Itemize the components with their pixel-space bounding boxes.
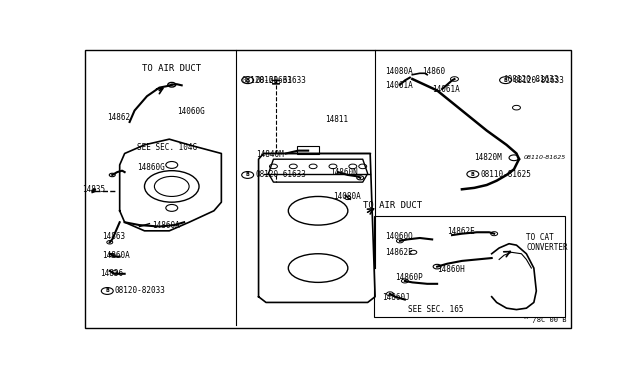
Text: 14061A: 14061A: [385, 81, 413, 90]
Text: ^ /8C 00 B: ^ /8C 00 B: [524, 317, 566, 323]
Text: 08120-61633: 08120-61633: [255, 170, 306, 179]
Text: B: B: [246, 78, 250, 83]
Text: 14840M: 14840M: [256, 150, 284, 158]
Text: 14860P: 14860P: [395, 273, 422, 282]
FancyBboxPatch shape: [297, 146, 319, 154]
Text: 08120-81633: 08120-81633: [513, 76, 564, 85]
Text: TO CAT
CONVERTER: TO CAT CONVERTER: [527, 232, 568, 252]
Text: 14080A: 14080A: [385, 67, 413, 76]
Text: B: B: [471, 171, 475, 177]
Text: 14061A: 14061A: [432, 84, 460, 93]
Text: 14820M: 14820M: [474, 153, 502, 162]
Text: B: B: [504, 78, 508, 83]
Text: 14860A: 14860A: [152, 221, 180, 230]
Text: TO AIR DUCT: TO AIR DUCT: [142, 64, 202, 73]
Text: 14836: 14836: [100, 269, 123, 278]
Text: °08120-81633: °08120-81633: [504, 74, 559, 83]
FancyBboxPatch shape: [374, 216, 564, 317]
Text: 14860: 14860: [422, 67, 445, 76]
Text: 14863: 14863: [102, 232, 125, 241]
Text: 14862E: 14862E: [385, 248, 413, 257]
Text: 08120-61633: 08120-61633: [241, 76, 292, 85]
Text: 14811: 14811: [326, 115, 349, 124]
Text: 08120-82033: 08120-82033: [115, 286, 166, 295]
Text: 14860J: 14860J: [383, 293, 410, 302]
Text: 14835: 14835: [83, 185, 106, 194]
Text: TO AIR DUCT: TO AIR DUCT: [363, 201, 422, 209]
Text: B: B: [246, 173, 250, 177]
Text: SEE SEC. 104G: SEE SEC. 104G: [137, 143, 197, 152]
Text: 14860G: 14860G: [137, 163, 164, 172]
Text: 14860N: 14860N: [330, 168, 358, 177]
Text: 14080A: 14080A: [333, 192, 361, 201]
Text: B: B: [106, 288, 109, 294]
Text: 14862E: 14862E: [447, 227, 475, 236]
Text: 14060Q: 14060Q: [385, 232, 413, 241]
Text: 14860H: 14860H: [437, 265, 465, 274]
Text: 14862: 14862: [108, 113, 131, 122]
Text: 08120-61633: 08120-61633: [255, 76, 306, 85]
Text: 08110-81625: 08110-81625: [480, 170, 531, 179]
Text: 08110-81625: 08110-81625: [524, 155, 566, 160]
Text: 14860A: 14860A: [102, 251, 130, 260]
Text: SEE SEC. 165: SEE SEC. 165: [408, 305, 464, 314]
Text: 14060G: 14060G: [177, 108, 204, 116]
